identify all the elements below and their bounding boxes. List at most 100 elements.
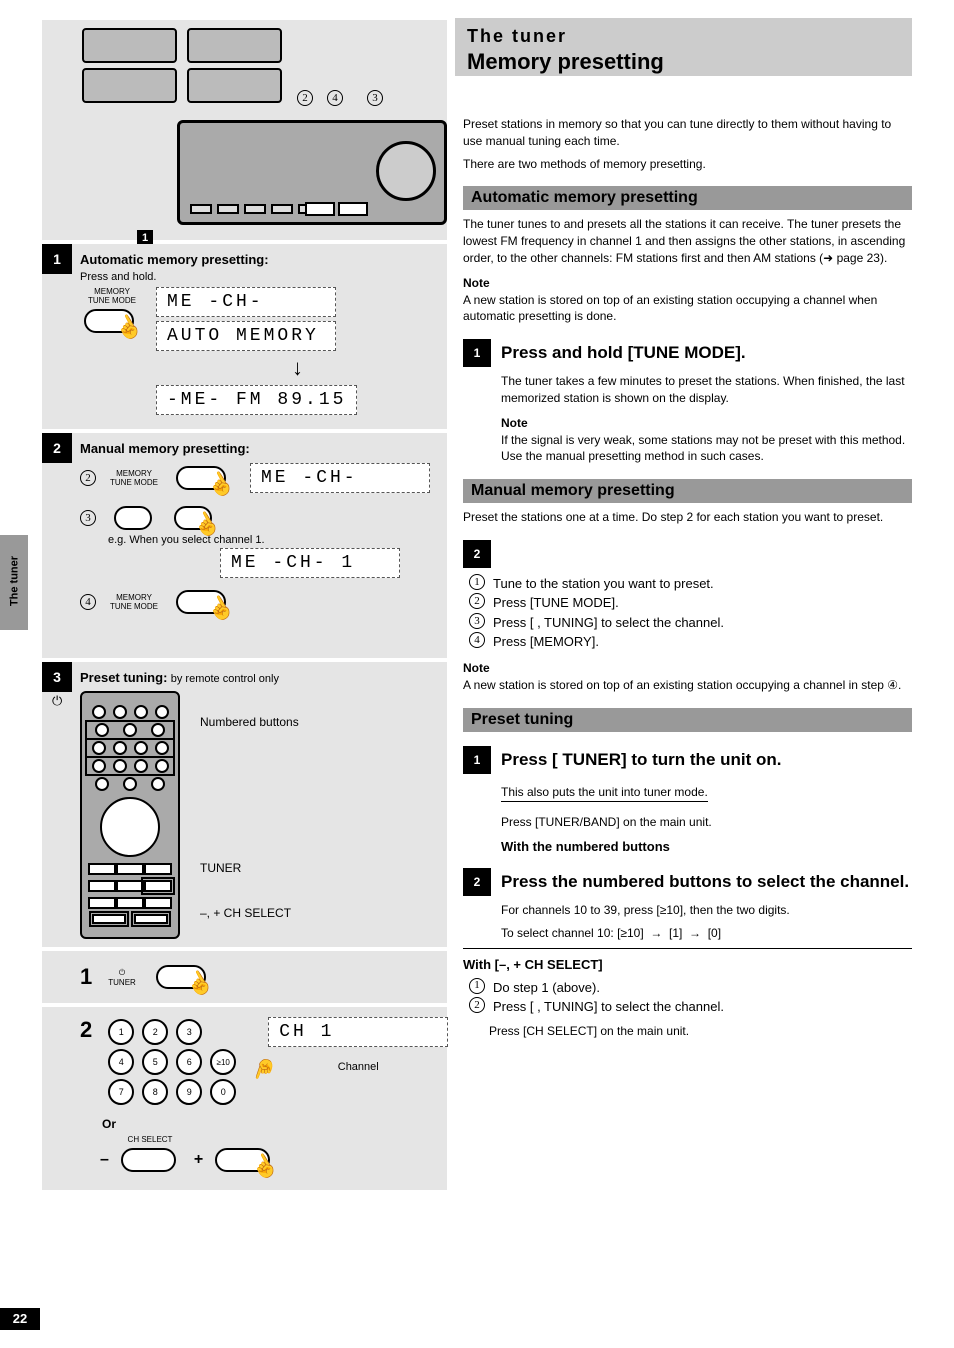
callout-4-icon: 4 [327, 90, 343, 106]
sublabel-chselect: With [–, + CH SELECT] [463, 957, 603, 972]
section-auto-memory: Automatic memory presetting [463, 186, 912, 210]
ps-1: Do step 1 (above). [493, 978, 600, 998]
substep-2-number: 2 [80, 1017, 92, 1043]
label-tuner: TUNER [200, 855, 299, 881]
left-step1-head: Automatic memory presetting: [80, 252, 439, 267]
or-label: Or [102, 1117, 439, 1131]
substep-1-number: 1 [80, 964, 92, 990]
ch-select-minus[interactable] [121, 1148, 176, 1172]
remote-numbered-row3[interactable] [88, 759, 172, 773]
ps-2: Press [ , TUNING] to select the channel. [493, 997, 724, 1017]
page-number: 22 [0, 1308, 40, 1330]
right-step-3-2-b1: For channels 10 to 39, press [≥10], then… [501, 902, 912, 919]
manual-note-h: Note [463, 661, 490, 675]
memory-button[interactable]: ☝ [176, 590, 226, 614]
ps-2-icon: 2 [469, 997, 485, 1013]
header-title: Memory presetting [467, 49, 900, 75]
auto-note1-h: Note [463, 276, 490, 290]
label-numbered-buttons: Numbered buttons [200, 709, 299, 735]
right-step-1-body: The tuner takes a few minutes to preset … [501, 373, 912, 407]
seq-2: Press [TUNE MODE]. [493, 593, 619, 613]
remote-tuner-button[interactable] [144, 880, 172, 892]
right-step-3-2-b2c: [0] [708, 926, 721, 940]
left-step-3: 3 Preset tuning: by remote control only [42, 662, 447, 947]
seq-3-icon: 3 [469, 613, 485, 629]
arrow-down-icon: ↓ [288, 355, 308, 381]
ps-1-icon: 1 [469, 978, 485, 994]
right-step1-note-h: Note [501, 416, 528, 430]
seq-2-icon: 2 [469, 593, 485, 609]
step2-s3-note: e.g. When you select channel 1. [108, 534, 439, 546]
lcd-fm8915: -ME- FM 89.15 [156, 385, 357, 415]
right-step-3-1a: Press [ TUNER] to turn the unit on. [501, 750, 782, 770]
lcd-auto-memory: AUTO MEMORY [156, 321, 336, 351]
step-badge-2: 2 [42, 433, 72, 463]
auto-note1: A new station is stored on top of an exi… [463, 293, 877, 324]
seq-4: Press [MEMORY]. [493, 632, 599, 652]
right-step-1-title: Press and hold [TUNE MODE]. [501, 343, 746, 363]
tune-mode-button[interactable]: ☝ [84, 309, 134, 333]
seq-1-icon: 1 [469, 574, 485, 590]
callout-2-icon: 2 [297, 90, 313, 106]
sub-4-icon: 4 [80, 594, 96, 610]
left-step2-head: Manual memory presetting: [80, 441, 439, 456]
tuner-power-button[interactable]: ☝ [156, 965, 206, 989]
left-step-1: 1 Automatic memory presetting: Press and… [42, 244, 447, 429]
ps-note: Press [CH SELECT] on the main unit. [489, 1023, 912, 1040]
label-ch-select: –, + CH SELECT [200, 900, 299, 926]
left-substep-2: 2 123 456≥10 7890 CH 1 Channel Or CH SEL… [42, 1007, 447, 1190]
right-step-1-badge: 1 [463, 339, 491, 367]
left-substep-1: 1 ⏻TUNER ☝ [42, 951, 447, 1003]
manual-note: A new station is stored on top of an exi… [463, 678, 901, 692]
right-step-3-2-badge: 2 [463, 868, 491, 896]
right-step-3-1-note: Press [TUNER/BAND] on the main unit. [501, 814, 912, 831]
section-preset-tuning: Preset tuning [463, 708, 912, 732]
intro-para-1: Preset stations in memory so that you ca… [463, 116, 912, 150]
right-step-3-2-b2b: [1] [669, 926, 682, 940]
lcd-me-ch: ME -CH- [156, 287, 336, 317]
right-step-2-badge: 2 [463, 540, 491, 568]
lcd-ch1: CH 1 [268, 1017, 448, 1047]
lcd-me-ch-1: ME -CH- 1 [220, 548, 400, 578]
tuning-down-button[interactable] [114, 506, 152, 530]
remote-numbered-row2[interactable] [88, 741, 172, 755]
right-step1-note: If the signal is very weak, some station… [501, 433, 905, 464]
remote-ch-plus[interactable] [134, 914, 168, 924]
left-step3-note: by remote control only [171, 673, 279, 685]
intro-para-2: There are two methods of memory presetti… [463, 156, 912, 173]
power-icon [52, 693, 62, 709]
manual-para-1: Preset the stations one at a time. Do st… [463, 509, 912, 526]
margin-tab-label: The tuner [9, 539, 21, 624]
step-badge-1: 1 [42, 244, 72, 274]
right-step-3-1-badge: 1 [463, 746, 491, 774]
sub-2-icon: 2 [80, 470, 96, 486]
channel-label: Channel [268, 1061, 448, 1073]
page-header: The tuner Memory presetting [455, 18, 912, 76]
lcd-me-ch-2: ME -CH- [250, 463, 430, 493]
seq-3: Press [ , TUNING] to select the channel. [493, 613, 724, 633]
auto-para-1: The tuner tunes to and presets all the s… [463, 216, 912, 266]
remote-control [80, 691, 180, 939]
callout-3-icon: 3 [367, 90, 383, 106]
sub-3-icon: 3 [80, 510, 96, 526]
unit-diagram: 2 4 3 1 [42, 20, 447, 240]
seq-1: Tune to the station you want to preset. [493, 574, 714, 594]
step-badge-3: 3 [42, 662, 72, 692]
right-step-3-2-b2a: To select channel 10: [≥10] [501, 926, 644, 940]
left-step1-sub: Press and hold. [80, 271, 439, 283]
ch-select-plus[interactable]: ☝ [215, 1148, 270, 1172]
numbered-keypad[interactable]: 123 456≥10 7890 [108, 1017, 236, 1107]
section-manual-memory: Manual memory presetting [463, 479, 912, 503]
right-step-3-1b: This also puts the unit into tuner mode. [501, 784, 708, 803]
seq-4-icon: 4 [469, 632, 485, 648]
header-category: The tuner [467, 26, 900, 47]
margin-tab: The tuner [0, 535, 28, 630]
remote-numbered-row1[interactable] [88, 723, 172, 737]
tune-mode-button-2[interactable]: ☝ [176, 466, 226, 490]
remote-ch-minus[interactable] [92, 914, 126, 924]
left-step3-head: Preset tuning: [80, 670, 167, 685]
left-step-2: 2 Manual memory presetting: 2 MEMORYTUNE… [42, 433, 447, 658]
sublabel-numbered: With the numbered buttons [501, 839, 670, 854]
tuning-up-button[interactable]: ☝ [174, 506, 212, 530]
right-step-3-2: Press the numbered buttons to select the… [501, 872, 909, 892]
